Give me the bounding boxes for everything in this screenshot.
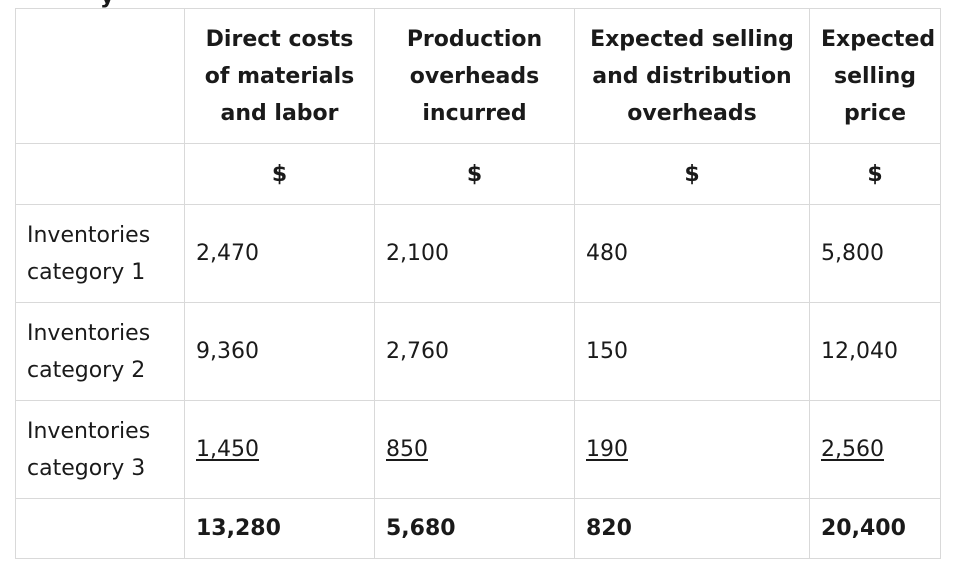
underlined-value: 1,450 [196,437,259,462]
cropped-heading-fragment: y [100,0,114,8]
unit-row: $ $ $ $ [15,143,941,205]
total-expected-selling-price: 20,400 [809,498,941,559]
total-selling-distribution-overheads: 820 [574,498,810,559]
value-cell: 2,760 [374,302,575,401]
row-label: Inventories category 1 [15,204,185,303]
value-cell: 2,470 [184,204,375,303]
unit-cell: $ [574,143,810,205]
total-production-overheads: 5,680 [374,498,575,559]
table-row: Inventories category 1 2,470 2,100 480 5… [15,204,941,303]
inventories-table: Direct costs of materials and labor Prod… [15,8,941,559]
header-selling-distribution-overheads: Expected selling and distribution overhe… [574,8,810,144]
header-production-overheads: Production overheads incurred [374,8,575,144]
value-cell: 480 [574,204,810,303]
value-cell: 1,450 [184,400,375,499]
header-expected-selling-price: Expected selling price [809,8,941,144]
totals-row: 13,280 5,680 820 20,400 [15,498,941,559]
total-direct-costs: 13,280 [184,498,375,559]
value-cell: 2,100 [374,204,575,303]
value-cell: 150 [574,302,810,401]
underlined-value: 850 [386,437,428,462]
unit-cell: $ [809,143,941,205]
unit-cell: $ [374,143,575,205]
totals-label-empty [15,498,185,559]
table-row: Inventories category 3 1,450 850 190 2,5… [15,400,941,499]
unit-cell-empty [15,143,185,205]
value-cell: 2,560 [809,400,941,499]
value-cell: 12,040 [809,302,941,401]
value-cell: 850 [374,400,575,499]
value-cell: 190 [574,400,810,499]
header-cell-empty [15,8,185,144]
header-row: Direct costs of materials and labor Prod… [15,8,941,144]
unit-cell: $ [184,143,375,205]
value-cell: 9,360 [184,302,375,401]
row-label: Inventories category 3 [15,400,185,499]
underlined-value: 2,560 [821,437,884,462]
value-cell: 5,800 [809,204,941,303]
underlined-value: 190 [586,437,628,462]
header-direct-costs: Direct costs of materials and labor [184,8,375,144]
row-label: Inventories category 2 [15,302,185,401]
table-row: Inventories category 2 9,360 2,760 150 1… [15,302,941,401]
